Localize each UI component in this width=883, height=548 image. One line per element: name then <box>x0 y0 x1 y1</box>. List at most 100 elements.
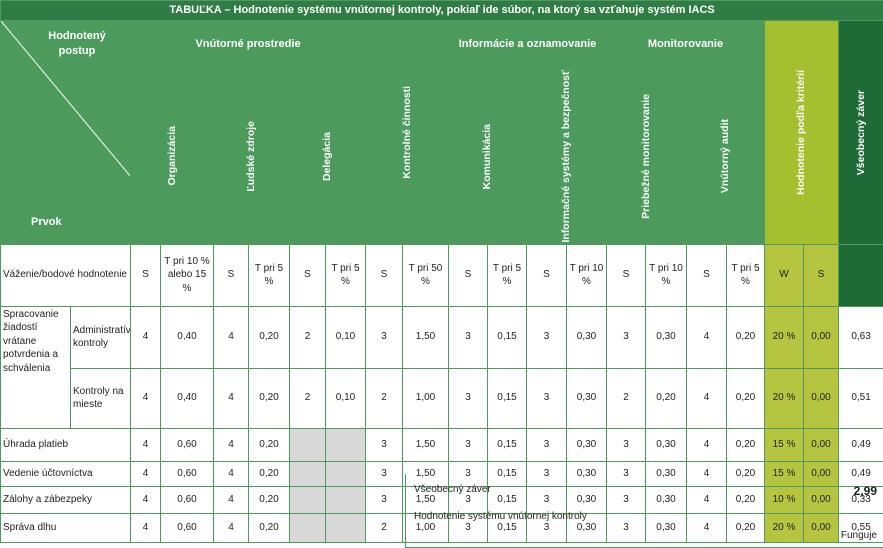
corner-bottom: Prvok <box>31 215 62 228</box>
column-header: Organizácia <box>130 68 214 245</box>
column-header: Informačné systémy a bezpečnosť <box>526 68 607 245</box>
row-label: Zálohy a zábezpeky <box>0 485 131 514</box>
row-sub-label: Kontroly na mieste <box>70 367 131 429</box>
group-header: Vnútorné prostredie <box>130 20 366 69</box>
value-cell: 4 <box>686 305 727 369</box>
value-cell: 3 <box>365 427 403 462</box>
assessment-value: Funguje <box>840 530 877 541</box>
column-header: Vnútorný audit <box>686 68 765 245</box>
weight-cell: T pri 10 % <box>566 243 607 307</box>
value-cell: 0,30 <box>566 512 607 543</box>
column-header-text: Ľudské zdroje <box>245 120 258 192</box>
summary-box: Všeobecný záver 2,99 Hodnotenie systému … <box>405 474 883 548</box>
group-header: Monitorovanie <box>606 20 765 69</box>
value-cell: 4 <box>130 485 161 514</box>
weight-cell: S <box>289 243 326 307</box>
assessment-label: Hodnotenie systému vnútornej kontroly <box>414 511 587 522</box>
row-label: Úhrada platieb <box>0 427 131 462</box>
value-cell: 3 <box>448 305 488 369</box>
summary-value: 2,99 <box>853 484 877 498</box>
column-header-text: Organizácia <box>165 126 178 187</box>
column-header-text: Priebežné monitorovanie <box>640 93 653 219</box>
value-cell: 1,50 <box>402 485 449 514</box>
weight-cell: S <box>606 243 646 307</box>
group-header: Všeobecný záver <box>837 20 883 245</box>
value-cell: 0,00 <box>803 305 839 369</box>
weight-cell: S <box>686 243 727 307</box>
table-title: TABUĽKA – Hodnotenie systému vnútornej k… <box>0 0 883 21</box>
value-cell: 4 <box>130 367 161 429</box>
value-cell: 0,20 <box>248 460 290 487</box>
column-header: Delegácia <box>289 68 366 245</box>
value-cell: 15 % <box>764 427 804 462</box>
value-cell: 0,00 <box>803 512 839 543</box>
table-row: Organizácia Ľudské zdroje Delegácia Komunik… <box>1 68 883 245</box>
value-cell: 4 <box>130 305 161 369</box>
value-cell: 0,30 <box>645 427 687 462</box>
column-header-text: Vnútorný audit <box>719 119 732 194</box>
row-sub-label: Administratívne kontroly <box>70 305 131 369</box>
column-header: Ľudské zdroje <box>213 68 290 245</box>
column-header-text: Informačné systémy a bezpečnosť <box>560 70 573 243</box>
table-row: Hodnotený postup Prvok Vnútorné prostredie… <box>0 20 883 245</box>
value-cell: 0,30 <box>645 512 687 543</box>
table-row: Úhrada platieb 4 0,60 4 0,20 3 1,50 3 0,15 3 0,30 3… <box>0 427 883 462</box>
weight-cell: T pri 10 % alebo 15 % <box>160 243 214 307</box>
value-cell: 0,33 <box>837 485 883 514</box>
value-cell: 0,20 <box>248 305 290 369</box>
table-row: TABUĽKA – Hodnotenie systému vnútornej k… <box>0 0 883 21</box>
value-cell: 0,15 <box>487 460 527 487</box>
value-cell: 0,15 <box>487 367 527 429</box>
value-cell: 3 <box>606 512 646 543</box>
value-cell: 0,20 <box>726 512 765 543</box>
value-cell: 0,20 <box>645 367 687 429</box>
column-header: Komunikácia <box>448 68 527 245</box>
value-cell: 3 <box>526 367 567 429</box>
value-cell: 2 <box>606 367 646 429</box>
value-cell: 2 <box>289 367 326 429</box>
value-cell: 3 <box>526 305 567 369</box>
weight-cell: S <box>213 243 249 307</box>
value-cell: 3 <box>448 367 488 429</box>
weight-cell: T pri 5 % <box>726 243 765 307</box>
value-cell: 3 <box>365 460 403 487</box>
value-cell: 0,60 <box>160 512 214 543</box>
value-cell: 2 <box>365 512 403 543</box>
table-row: Kontroly na mieste 4 0,40 4 0,20 2 0,10 2 1,00 3 0… <box>1 367 883 429</box>
corner-top: Hodnotený postup <box>48 30 106 57</box>
weight-cell: S <box>365 243 403 307</box>
group-header-text: Všeobecný záver <box>854 89 867 175</box>
empty-cell <box>289 427 326 462</box>
value-cell: 4 <box>213 305 249 369</box>
value-cell: 0,60 <box>160 460 214 487</box>
value-cell: 4 <box>213 460 249 487</box>
value-cell: 0,40 <box>160 367 214 429</box>
weight-cell: S <box>448 243 488 307</box>
value-cell: 0,60 <box>160 427 214 462</box>
value-cell: 4 <box>130 460 161 487</box>
value-cell: 1,00 <box>402 367 449 429</box>
weight-cell: T pri 5 % <box>248 243 290 307</box>
weight-cell: T pri 5 % <box>487 243 527 307</box>
corner-diagonal <box>1 21 130 176</box>
value-cell: 0,15 <box>487 427 527 462</box>
value-cell: 0,30 <box>566 305 607 369</box>
empty-cell <box>289 512 326 543</box>
value-cell: 0,51 <box>837 367 883 429</box>
value-cell: 0,30 <box>566 427 607 462</box>
column-header-text: Delegácia <box>321 131 334 181</box>
value-cell: 4 <box>213 512 249 543</box>
empty-cell <box>289 460 326 487</box>
value-cell: 3 <box>448 512 488 543</box>
weight-cell: T pri 10 % <box>645 243 687 307</box>
value-cell: 4 <box>130 427 161 462</box>
table-row: Váženie/bodové hodnotenie S T pri 10 % ale… <box>0 243 883 307</box>
value-cell: 0,20 <box>248 512 290 543</box>
value-cell: 3 <box>606 427 646 462</box>
value-cell: 2 <box>365 367 403 429</box>
value-cell: 1,50 <box>402 427 449 462</box>
value-cell: 0,10 <box>325 305 366 369</box>
value-cell: 0,15 <box>487 485 527 514</box>
row-label: Správa dlhu <box>0 512 131 543</box>
